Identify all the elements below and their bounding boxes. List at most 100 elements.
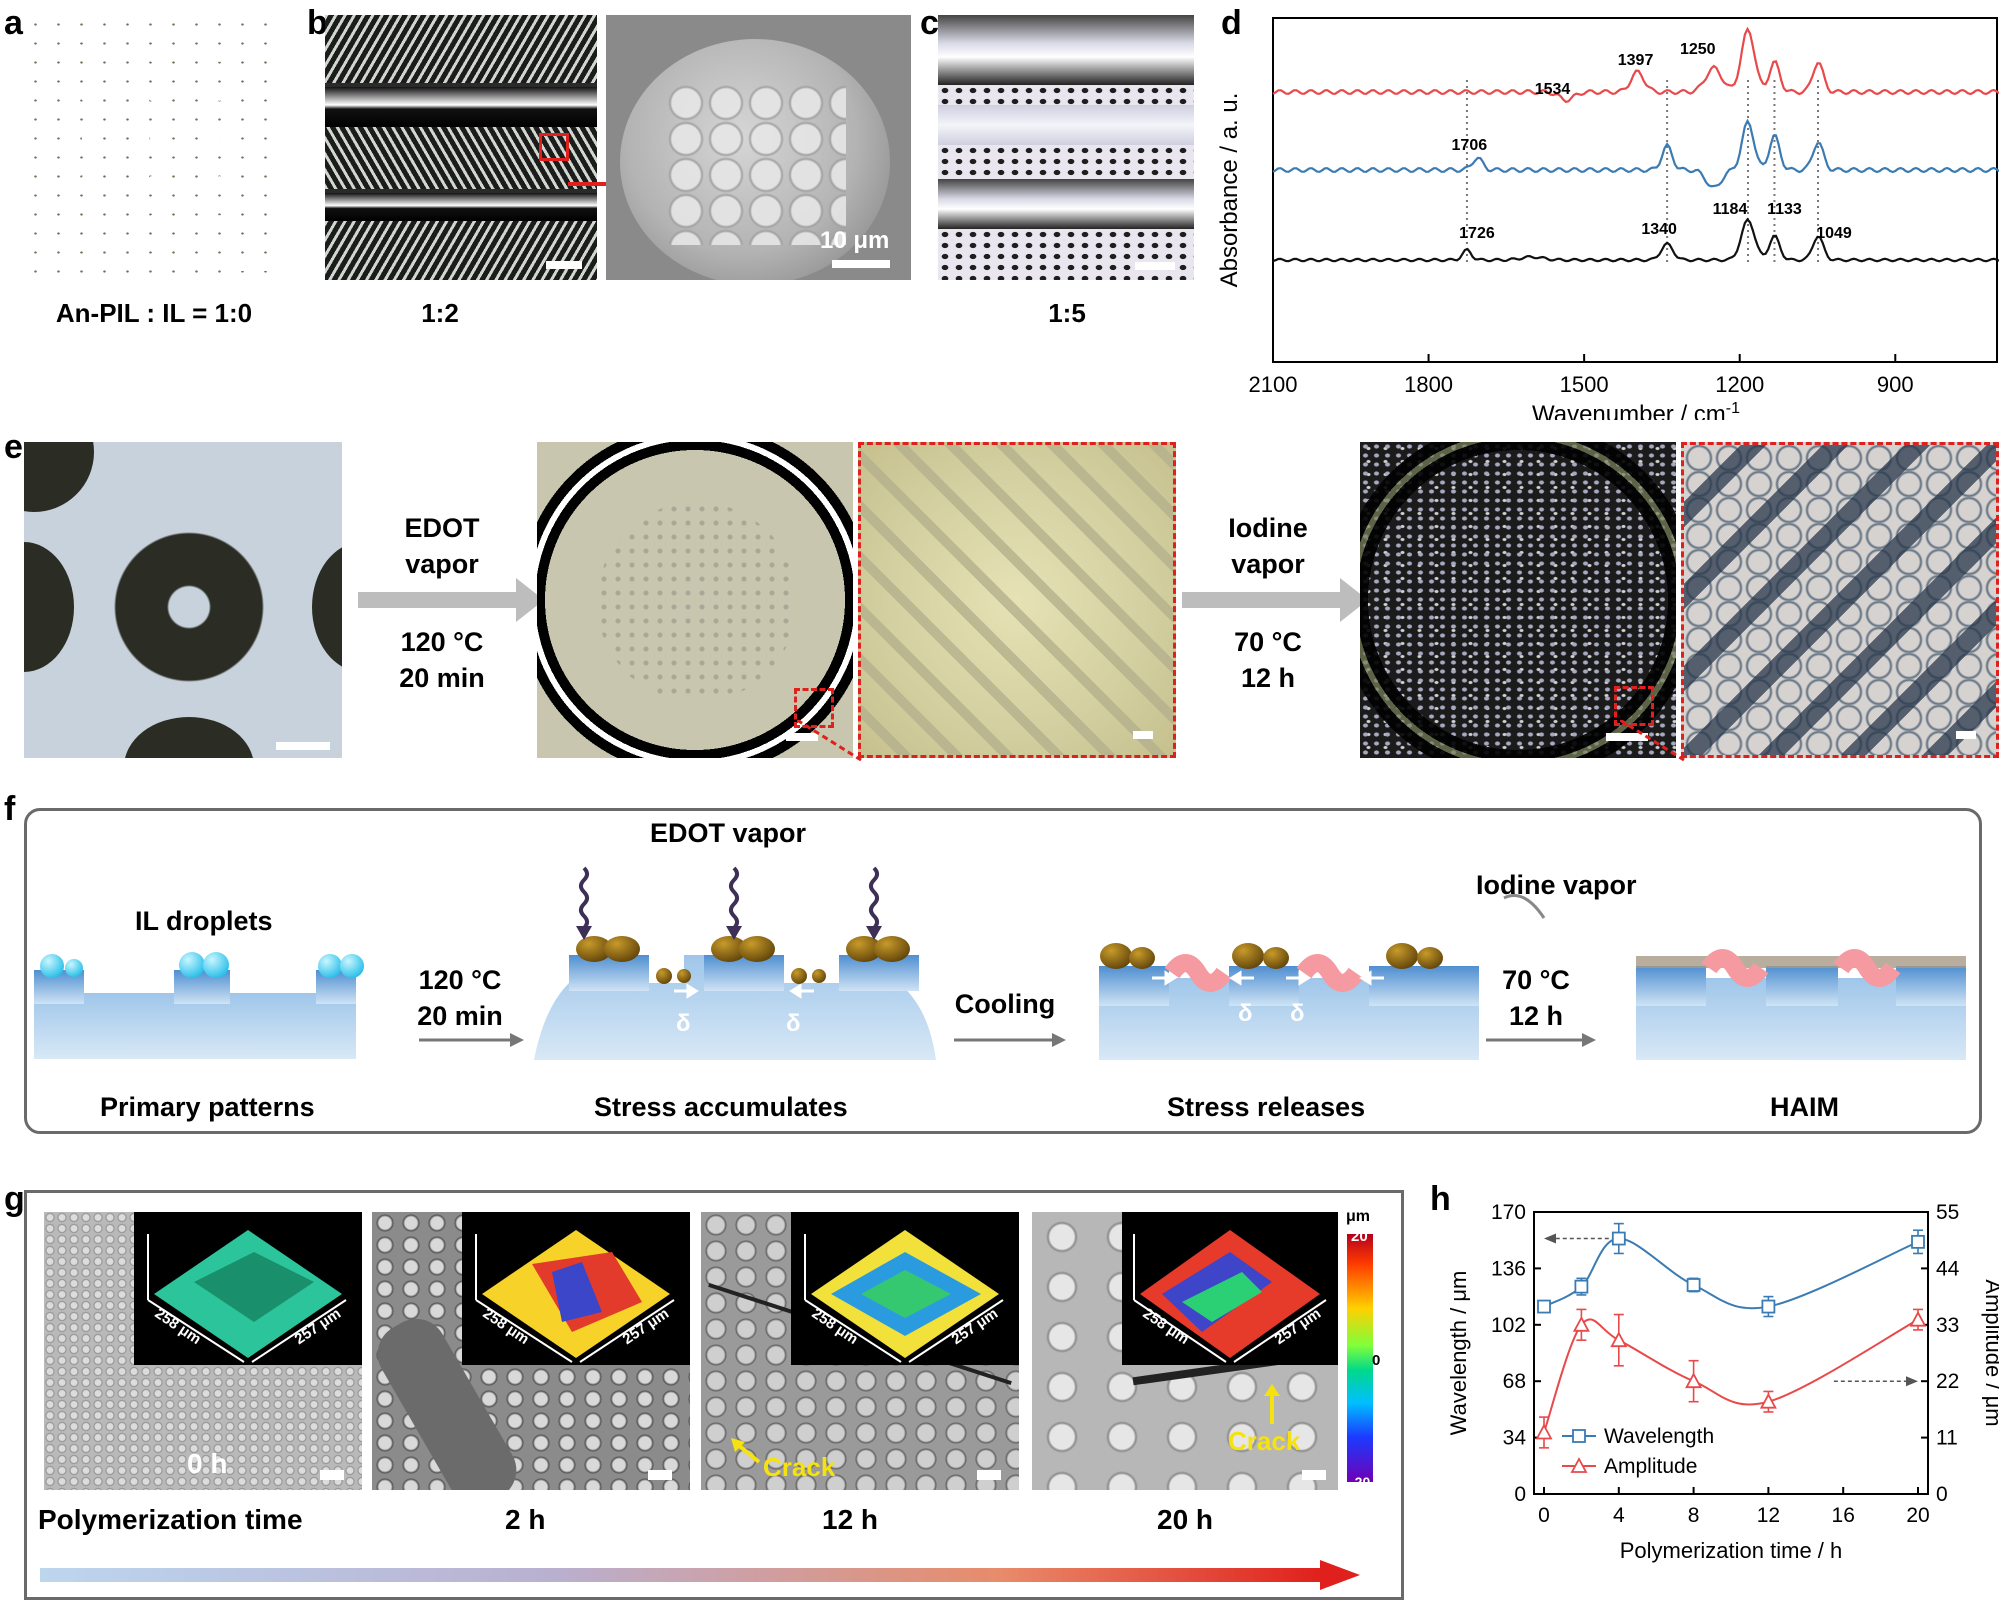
- x-tick-label: 16: [1832, 1504, 1855, 1527]
- peak-label: 1184: [1713, 201, 1748, 218]
- scale-bar: [320, 1470, 344, 1480]
- caption-ratio-1-0: An-PIL : IL = 1:0: [55, 298, 253, 328]
- zoom-box: [539, 133, 569, 161]
- scale-bar: [832, 260, 890, 268]
- height-colorbar: [1347, 1234, 1373, 1482]
- time-label-0h: 0 h: [187, 1448, 228, 1479]
- x-tick-label: 12: [1757, 1504, 1780, 1527]
- afm-3d-20h: [1133, 1230, 1327, 1363]
- y-axis-title: Absorbance / a. u.: [1216, 93, 1243, 288]
- scale-bar: [229, 263, 275, 271]
- scale-bar: [1135, 262, 1175, 270]
- x-tick-label: 4: [1613, 1504, 1625, 1527]
- data-point-amplitude: [1535, 1423, 1553, 1440]
- data-point-amplitude: [1909, 1310, 1927, 1327]
- data-point-amplitude: [1610, 1331, 1628, 1348]
- sem-g-0h: 258 μm 257 μm 0 h: [44, 1212, 362, 1490]
- peak-label: 1726: [1459, 225, 1495, 242]
- y-tick-label-left: 170: [1491, 1201, 1526, 1224]
- series-line-amplitude: [1543, 1318, 1919, 1433]
- caption-ratio-1-5: 1:5: [1048, 298, 1086, 328]
- legend-label: Wavelength: [1604, 1425, 1714, 1448]
- micrograph-e-iodine: [1360, 442, 1676, 758]
- axis-indicator-head: [1906, 1376, 1918, 1387]
- peak-label: 1133: [1767, 201, 1802, 218]
- panel-label-c: c: [920, 4, 939, 42]
- step-iodine-label: Iodine vapor: [1228, 513, 1308, 580]
- step-edot-label: EDOT vapor: [404, 513, 480, 580]
- data-point-wavelength: [1686, 1278, 1701, 1292]
- peak-label: 1397: [1618, 52, 1654, 69]
- scale-bar: [1133, 731, 1153, 739]
- y-tick-label-right: 44: [1936, 1257, 1960, 1280]
- sem-g-12h: 258 μm 257 μm Crack: [701, 1212, 1019, 1490]
- micrograph-a: [24, 15, 286, 280]
- data-point-wavelength: [1911, 1234, 1925, 1249]
- zoom-box: [1614, 686, 1654, 726]
- scale-bar: [1956, 731, 1976, 739]
- peak-label: 1534: [1535, 81, 1571, 98]
- micrograph-c: [938, 15, 1194, 280]
- wavelength-amplitude-chart: 0 4 8 12 16 20 0 34 68 102 136 170 0 11 22 33 44 55 Polyme…: [1446, 1201, 1999, 1563]
- series-red: [1272, 26, 1999, 104]
- x-axis-title: Polymerization time / h: [1620, 1538, 1843, 1563]
- delta-symbol: δ: [1238, 1000, 1253, 1027]
- panel-label-g: g: [4, 1180, 25, 1218]
- y-tick-label-left: 0: [1514, 1483, 1526, 1506]
- sem-g-2h: 258 μm 257 μm: [372, 1212, 690, 1490]
- y-tick-label-right: 0: [1936, 1483, 1948, 1506]
- afm-3d-2h: [475, 1230, 675, 1363]
- zoom-panel-iodine: [1681, 442, 1999, 758]
- step-arrow-1: [358, 578, 544, 622]
- afm-3d-12h: [804, 1230, 1004, 1363]
- delta-symbol: δ: [786, 1010, 801, 1037]
- y-tick-label-left: 136: [1491, 1257, 1526, 1280]
- step-edot-conditions: 120 °C 20 min: [399, 627, 485, 694]
- peak-label: 1340: [1641, 221, 1677, 238]
- y-tick-label-right: 11: [1936, 1427, 1958, 1450]
- x-axis-title: Wavenumber / cm-1: [1532, 400, 1740, 420]
- series-black: [1272, 217, 1999, 263]
- panel-g-frame: [24, 1190, 1404, 1600]
- stage-stress-releases: Stress releases: [1167, 1092, 1366, 1122]
- x-tick-label: 900: [1877, 372, 1914, 397]
- panel-label-f: f: [4, 790, 16, 828]
- time-label-12h: 12 h: [822, 1504, 879, 1535]
- crack-arrow: [731, 1438, 761, 1464]
- schematic-step-3: 70 °C 12 h: [1502, 965, 1570, 1032]
- data-point-wavelength: [1611, 1231, 1626, 1246]
- x-tick-label: 1200: [1715, 372, 1764, 397]
- polymerization-time-label: Polymerization time: [38, 1504, 303, 1535]
- peak-label: 1250: [1680, 41, 1716, 58]
- y-tick-label-right: 33: [1936, 1314, 1959, 1337]
- panel-label-h: h: [1430, 1180, 1451, 1218]
- zoom-connector: [1620, 720, 1685, 762]
- time-arrow-head: [1320, 1560, 1360, 1590]
- delta-symbol: δ: [1290, 1000, 1305, 1027]
- crack-label: Crack: [1228, 1426, 1301, 1456]
- colorbar-min: -20: [1350, 1474, 1371, 1490]
- data-point-wavelength: [1537, 1299, 1551, 1314]
- colorbar-mid: 0: [1372, 1352, 1381, 1369]
- y-tick-label-right: 22: [1936, 1370, 1959, 1393]
- scale-bar: [786, 733, 818, 741]
- x-tick-label: 0: [1538, 1504, 1550, 1527]
- legend-label: Amplitude: [1604, 1455, 1697, 1478]
- y-axis-title-right: Amplitude / μm: [1981, 1279, 1999, 1426]
- crack-arrow: [1264, 1384, 1280, 1424]
- scale-bar: [977, 1470, 1001, 1480]
- micrograph-e-edot: [537, 442, 853, 758]
- zoom-panel-edot: [858, 442, 1176, 758]
- delta-symbol: δ: [676, 1010, 691, 1037]
- schematic-step-1: 120 °C 20 min: [417, 965, 503, 1032]
- x-tick-label: 1800: [1404, 372, 1453, 397]
- colorbar-unit: μm: [1346, 1208, 1371, 1225]
- peak-label: 1049: [1816, 225, 1852, 242]
- panel-label-d: d: [1221, 4, 1242, 42]
- il-droplets-label: IL droplets: [135, 906, 273, 936]
- iodine-vapor-label: Iodine vapor: [1476, 870, 1637, 900]
- schematic-f: [34, 866, 1966, 1060]
- x-tick-label: 2100: [1249, 372, 1298, 397]
- series-line-wavelength: [1543, 1237, 1919, 1310]
- time-gradient-arrow: [40, 1568, 1322, 1582]
